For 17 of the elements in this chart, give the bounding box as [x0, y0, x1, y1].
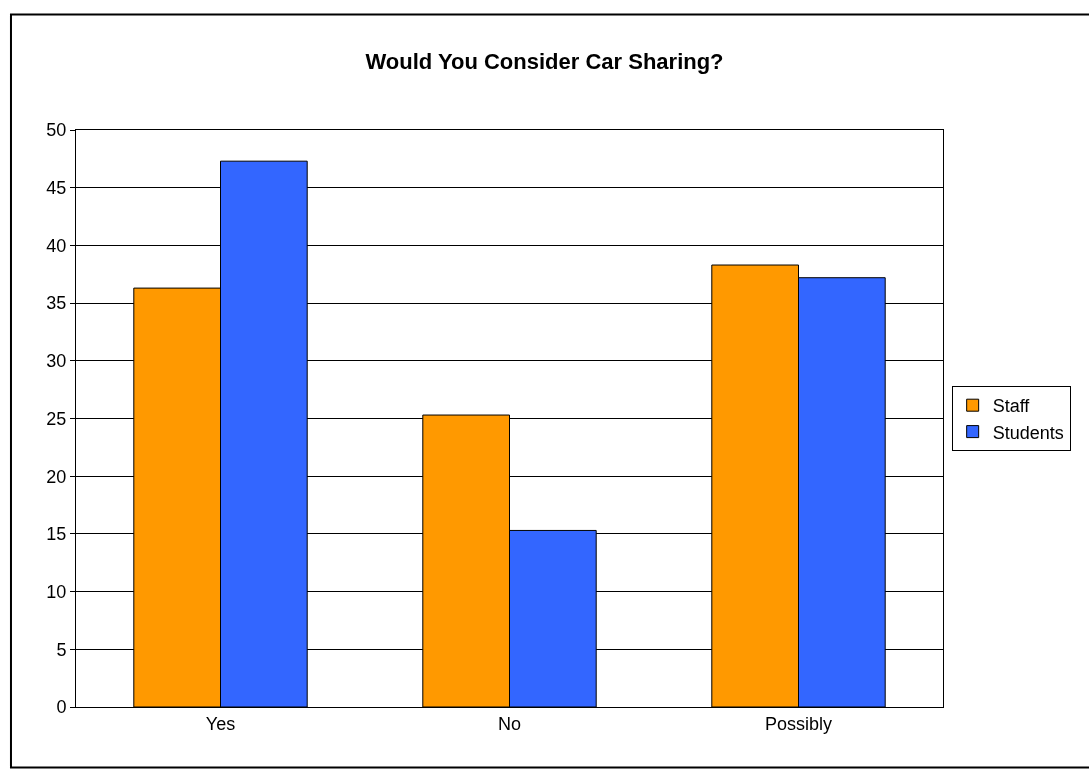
y-tick-label: 25	[46, 408, 67, 429]
x-tick-label: Possibly	[764, 713, 833, 734]
y-tick-label: 35	[46, 293, 67, 314]
y-tick-label: 45	[46, 178, 67, 198]
y-tick-label: 5	[56, 639, 67, 660]
x-tick-label: Yes	[205, 713, 236, 734]
y-tick-label: 15	[46, 524, 67, 545]
x-tick-label: No	[497, 713, 522, 734]
y-tick-label: 40	[46, 235, 67, 256]
y-tick-label: 10	[46, 581, 67, 602]
y-tick-label: 20	[46, 466, 67, 487]
chart-title: Would You Consider Car Sharing?	[365, 49, 724, 75]
y-tick-label: 0	[56, 697, 67, 718]
legend-label: Staff	[992, 396, 1031, 417]
legend-label: Students	[992, 422, 1064, 443]
y-tick-label: 30	[46, 351, 67, 372]
y-tick-label: 50	[46, 120, 67, 141]
